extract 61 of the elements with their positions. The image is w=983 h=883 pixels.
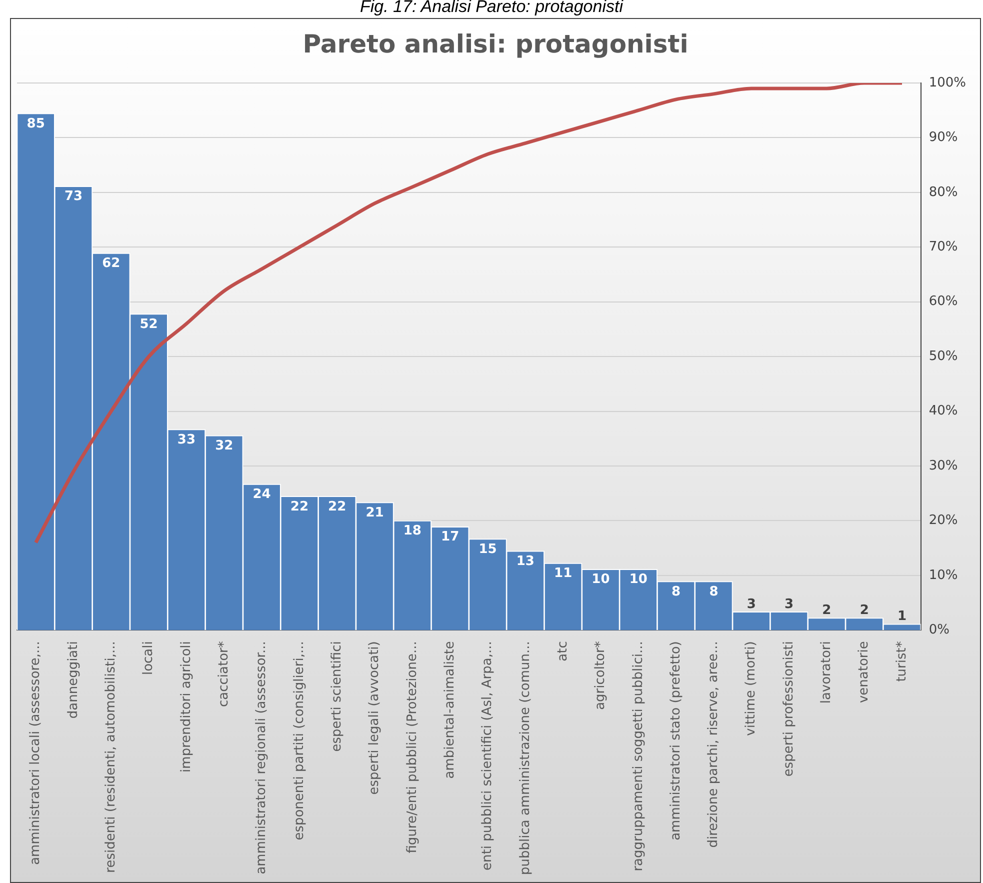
data-label: 3 xyxy=(746,596,756,612)
data-label: 8 xyxy=(672,584,681,600)
data-label: 2 xyxy=(860,602,869,618)
y2-tick-label: 60% xyxy=(928,294,958,310)
x-tick-label: pubblica amministrazione (comun... xyxy=(518,641,533,875)
data-label: 22 xyxy=(328,499,346,514)
x-tick-label: amministratori stato (prefetto) xyxy=(668,641,684,840)
y2-tick-label: 40% xyxy=(928,404,958,419)
y2-tick-label: 0% xyxy=(928,622,950,638)
x-tick-label: locali xyxy=(141,641,156,676)
x-tick-label: atc xyxy=(555,641,570,662)
data-label: 15 xyxy=(478,542,497,557)
data-label: 52 xyxy=(140,316,158,332)
x-tick-label: amministratori locali (assessore,... xyxy=(28,641,44,865)
x-tick-label: venatorie xyxy=(856,641,872,704)
data-label: 18 xyxy=(403,524,422,539)
data-label: 24 xyxy=(252,487,271,502)
y2-tick-label: 70% xyxy=(928,240,958,255)
data-label: 22 xyxy=(290,499,308,514)
data-label: 73 xyxy=(64,189,83,204)
data-label: 10 xyxy=(629,572,648,588)
x-tick-label: esperti legali (avvocati) xyxy=(367,641,382,795)
x-tick-label: imprenditori agricoli xyxy=(178,641,194,772)
x-tick-label: raggruppamenti soggetti pubblici... xyxy=(630,641,646,872)
data-label: 21 xyxy=(366,505,384,520)
data-label: 17 xyxy=(441,530,460,545)
data-label: 32 xyxy=(215,438,234,454)
x-tick-label: agricoltor* xyxy=(593,640,608,710)
data-label: 1 xyxy=(897,608,907,624)
chart-title: Pareto analisi: protagonisti xyxy=(302,30,688,58)
data-label: 3 xyxy=(784,596,794,612)
y2-tick-label: 100% xyxy=(928,75,966,90)
y2-tick-label: 50% xyxy=(928,348,958,364)
y2-tick-label: 80% xyxy=(928,184,958,200)
x-tick-label: ambiental-animaliste xyxy=(442,641,458,779)
x-tick-label: figure/enti pubblici (Protezione... xyxy=(404,641,420,854)
x-tick-label: danneggiati xyxy=(66,641,81,719)
x-tick-label: esperti professionisti xyxy=(781,641,796,777)
y2-tick-label: 30% xyxy=(928,458,958,474)
x-tick-label: lavoratori xyxy=(819,641,834,704)
data-label: 62 xyxy=(102,256,120,272)
x-tick-label: amministratori regionali (assessor... xyxy=(254,641,270,874)
x-tick-label: enti pubblici scientifici (Asl, Arpa,... xyxy=(480,641,496,870)
y2-tick-label: 10% xyxy=(928,568,958,583)
x-tick-label: turist* xyxy=(894,640,910,682)
x-tick-label: esponenti partiti (consiglieri,... xyxy=(292,641,307,840)
data-label: 8 xyxy=(709,584,718,600)
x-tick-label: esperti scientifici xyxy=(329,641,344,752)
data-label: 85 xyxy=(26,116,45,132)
y2-tick-label: 90% xyxy=(928,130,958,146)
x-tick-label: cacciator* xyxy=(216,640,232,708)
data-label: 13 xyxy=(516,554,534,569)
data-label: 11 xyxy=(554,566,572,582)
data-label: 33 xyxy=(177,432,196,448)
x-tick-label: direzione parchi, riserve, aree... xyxy=(706,641,722,848)
y2-tick-label: 20% xyxy=(928,513,958,528)
x-tick-label: residenti (residenti, automobilisti,... xyxy=(104,641,119,873)
x-tick-label: vittime (morti) xyxy=(744,641,759,736)
data-label: 2 xyxy=(822,602,832,618)
data-label: 10 xyxy=(592,572,610,588)
caption: Fig. 17: Analisi Pareto: protagonisti xyxy=(358,0,624,18)
